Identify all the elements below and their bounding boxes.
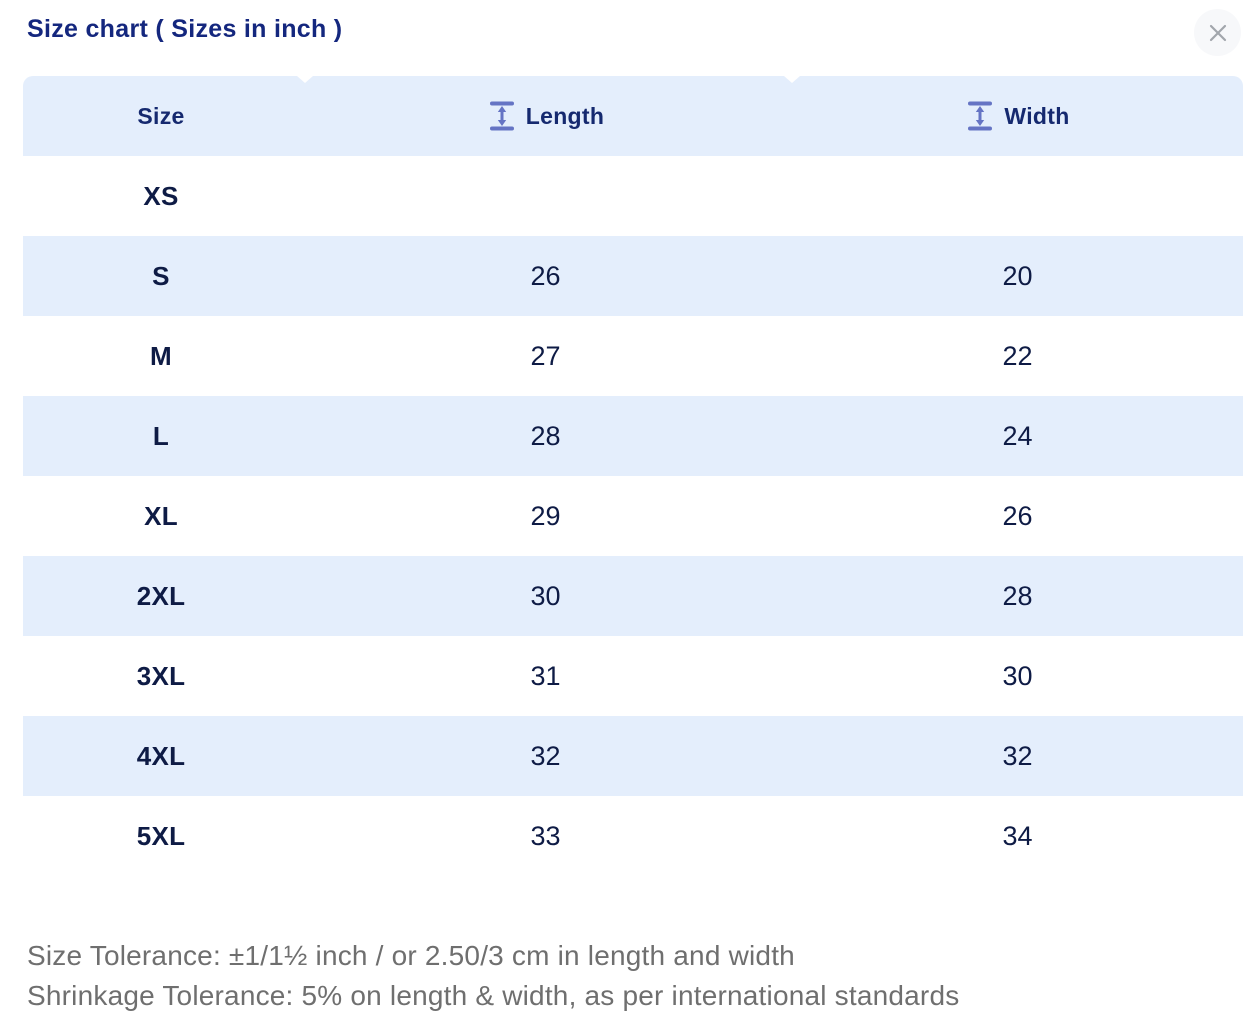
width-cell: 26 xyxy=(1002,500,1033,531)
header-notch xyxy=(297,76,313,83)
length-cell: 29 xyxy=(530,500,561,531)
close-button[interactable] xyxy=(1194,9,1241,56)
width-cell: 34 xyxy=(1002,820,1033,851)
shrinkage-tolerance-note: Shrinkage Tolerance: 5% on length & widt… xyxy=(27,980,960,1011)
width-cell: 20 xyxy=(1002,260,1033,291)
column-header-length-label: Length xyxy=(525,102,605,129)
table-header-row: Size Length xyxy=(23,76,1243,156)
size-cell: M xyxy=(150,340,172,371)
length-cell: 32 xyxy=(530,740,561,771)
length-cell: 30 xyxy=(530,580,561,611)
size-row-5xl: 5XL 33 34 xyxy=(23,796,1243,876)
header-notch xyxy=(784,76,800,83)
width-cell: 28 xyxy=(1002,580,1033,611)
size-row-m: M 27 22 xyxy=(23,316,1243,396)
size-tolerance-note: Size Tolerance: ±1/1½ inch / or 2.50/3 c… xyxy=(27,940,795,971)
size-row-4xl: 4XL 32 32 xyxy=(23,716,1243,796)
width-cell: 24 xyxy=(1002,420,1033,451)
size-cell: XL xyxy=(144,500,178,531)
size-chart-table: Size Length xyxy=(23,76,1243,876)
width-cell: 32 xyxy=(1002,740,1033,771)
length-cell: 28 xyxy=(530,420,561,451)
size-row-xl: XL 29 26 xyxy=(23,476,1243,556)
size-cell: 3XL xyxy=(136,660,186,691)
tolerance-notes: Size Tolerance: ±1/1½ inch / or 2.50/3 c… xyxy=(27,936,959,1016)
size-row-xs: XS xyxy=(23,156,1243,236)
vertical-measure-icon xyxy=(489,101,514,131)
size-cell: 2XL xyxy=(136,580,186,611)
width-cell: 22 xyxy=(1002,340,1033,371)
width-cell: 30 xyxy=(1002,660,1033,691)
modal-title: Size chart ( Sizes in inch ) xyxy=(27,15,343,43)
column-header-width-label: Width xyxy=(1004,102,1070,129)
size-row-3xl: 3XL 31 30 xyxy=(23,636,1243,716)
length-cell: 27 xyxy=(530,340,561,371)
length-cell: 26 xyxy=(530,260,561,291)
column-header-width: Width xyxy=(792,100,1243,132)
length-cell: 31 xyxy=(530,660,561,691)
size-cell: L xyxy=(152,420,170,451)
size-cell: S xyxy=(152,260,170,291)
size-row-2xl: 2XL 30 28 xyxy=(23,556,1243,636)
close-icon xyxy=(1209,24,1226,41)
column-header-length: Length xyxy=(299,100,792,132)
size-row-s: S 26 20 xyxy=(23,236,1243,316)
column-header-size-label: Size xyxy=(137,102,185,129)
size-cell: 5XL xyxy=(136,820,186,851)
length-cell: 33 xyxy=(530,820,561,851)
size-cell: 4XL xyxy=(136,740,186,771)
size-cell: XS xyxy=(143,180,179,211)
size-row-l: L 28 24 xyxy=(23,396,1243,476)
vertical-measure-icon xyxy=(968,101,993,131)
column-header-size: Size xyxy=(23,103,299,130)
